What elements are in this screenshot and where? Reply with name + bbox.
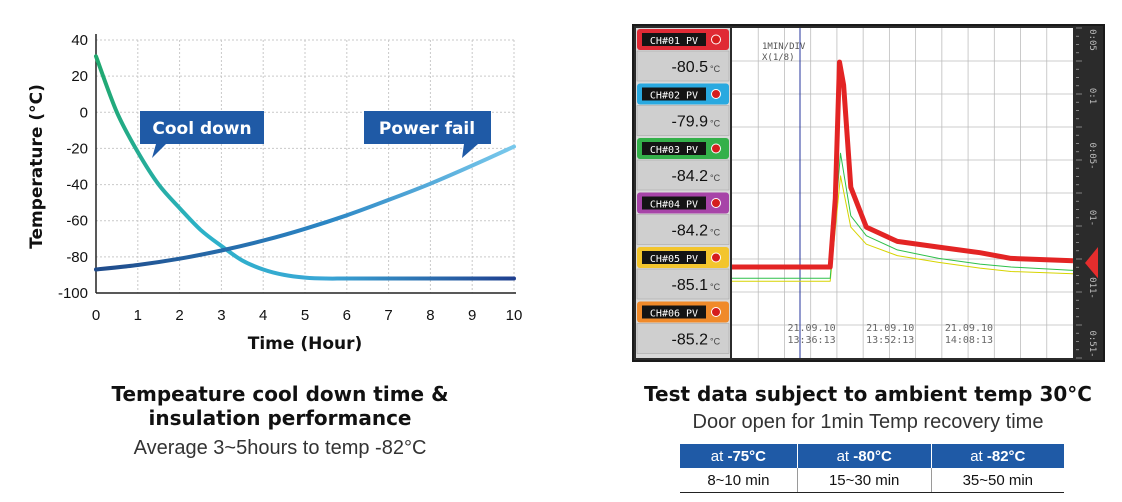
- current-value-marker: [1085, 247, 1098, 279]
- recovery-time-table: at -75°C at -80°C at -82°C 8~10 min 15~3…: [680, 444, 1064, 493]
- channel-value: -85.2: [672, 332, 709, 349]
- channel-label: CH#06 PV: [650, 309, 698, 320]
- callout-cool-down-bubble: [140, 111, 264, 158]
- channel-label: CH#04 PV: [650, 200, 698, 211]
- series-cool-down-line: [94, 54, 516, 281]
- left-caption-subtitle: Average 3~5hours to temp -82°C: [133, 437, 427, 459]
- channel-value: -80.5: [672, 59, 709, 76]
- channel-value-box: [636, 159, 730, 191]
- channel-label: CH#01 PV: [650, 36, 698, 47]
- y-tick-label: -20: [66, 140, 88, 157]
- channel-status-icon: [711, 307, 721, 317]
- channel-status-icon: [711, 143, 721, 154]
- channel-unit: °C: [710, 337, 721, 347]
- channel-value-box: [636, 105, 730, 136]
- cool-down-chart: 0 1 2 3 4 5 6 7 8 9 10 40 20 0 -20 -40 -60 -80 -100 Time (H…: [27, 32, 523, 354]
- right-scale-label: 0:05: [1087, 29, 1097, 51]
- channel-unit: °C: [710, 119, 721, 129]
- x-tick-label: 8: [426, 307, 434, 324]
- channel-label-box: [642, 305, 706, 319]
- right-scale-label: 0:05-: [1087, 142, 1097, 169]
- series-power-fail-line: [94, 144, 516, 272]
- y-tick-label: -40: [66, 177, 88, 194]
- y-tick-label: -80: [66, 249, 88, 266]
- channel-label-box: [642, 251, 706, 264]
- time-tick-date: 21.09.10: [866, 323, 914, 334]
- channel-label-box: [642, 33, 706, 46]
- table-header-80: at -80°C: [797, 444, 932, 468]
- y-tick-label: 40: [71, 32, 88, 49]
- channel-status-icon: [711, 34, 721, 45]
- x-tick-label: 2: [175, 307, 183, 324]
- channel-label-box: [642, 142, 706, 155]
- y-tick-label: 0: [80, 104, 88, 121]
- table-header-82: at -82°C: [931, 444, 1064, 468]
- channel-status-icon: [711, 89, 721, 99]
- channel-label: CH#03 PV: [650, 145, 698, 156]
- time-tick-date: 21.09.10: [787, 323, 835, 334]
- channel-value-box: [636, 323, 730, 354]
- right-scale-label: 011-: [1087, 277, 1097, 299]
- callout-power-fail-bubble: [364, 111, 491, 158]
- x-tick-label: 6: [343, 307, 351, 324]
- y-tick-label: -60: [66, 213, 88, 230]
- channel-value: -84.2: [672, 223, 709, 240]
- y-tick-label: 20: [71, 68, 88, 85]
- table-cell-80: 15~30 min: [797, 468, 932, 493]
- channel-label: CH#05 PV: [650, 254, 698, 265]
- x-tick-label: 5: [301, 307, 309, 324]
- time-tick-time: 13:36:13: [787, 335, 835, 346]
- right-scale-label: 0:1: [1087, 88, 1097, 104]
- right-caption-subtitle: Door open for 1min Temp recovery time: [692, 411, 1044, 433]
- x-tick-label: 10: [506, 307, 523, 324]
- time-tick-time: 13:52:13: [866, 335, 914, 346]
- channel-value-box: [636, 214, 730, 245]
- recorder-chart: CH#01 PV-80.5 °CCH#02 PV-79.9 °CCH#03 PV-8…: [634, 26, 1103, 360]
- time-tick-time: 14:08:13: [945, 335, 993, 346]
- table-cell-75: 8~10 min: [680, 468, 798, 493]
- y-axis-title: Temperature (°C): [27, 84, 47, 249]
- y-tick-label: -100: [58, 285, 88, 302]
- x-tick-label: 9: [468, 307, 476, 324]
- x-tick-label: 7: [384, 307, 392, 324]
- x-axis-title: Time (Hour): [248, 334, 363, 354]
- channel-value: -79.9: [672, 114, 709, 131]
- channel-value: -85.1: [672, 277, 709, 294]
- channel-unit: °C: [710, 228, 721, 238]
- time-tick-date: 21.09.10: [945, 323, 993, 334]
- left-caption-title-line1: Tempeature cool down time &: [111, 382, 449, 406]
- callout-power-fail-label: Power fail: [379, 119, 475, 139]
- channel-value: -84.2: [672, 168, 709, 185]
- table-row: 8~10 min 15~30 min 35~50 min: [680, 468, 1064, 493]
- table-cell-82: 35~50 min: [931, 468, 1064, 493]
- left-caption-title-line2: insulation performance: [148, 406, 412, 430]
- channel-unit: °C: [710, 173, 721, 183]
- channel-unit: °C: [710, 282, 721, 292]
- channel-status-icon: [711, 252, 721, 263]
- x-tick-label: 0: [92, 307, 100, 324]
- callout-cool-down-label: Cool down: [152, 119, 251, 139]
- x-tick-label: 4: [259, 307, 267, 324]
- channel-status-icon: [711, 198, 721, 208]
- scale-label: 1MIN/DIV: [762, 42, 806, 52]
- channel-label-box: [642, 196, 706, 210]
- left-caption: Tempeature cool down time & insulation p…: [60, 382, 500, 460]
- right-caption-title: Test data subject to ambient temp 30°C: [644, 382, 1092, 406]
- right-scale-label: 01-: [1087, 210, 1097, 226]
- channel-label: CH#02 PV: [650, 91, 698, 102]
- channel-unit: °C: [710, 64, 721, 74]
- recorder-screenshot: CH#01 PV -80.5 °C CH#02 PV -79.9 °C CH#03 PV -8…: [632, 24, 1105, 362]
- scale-sublabel: X(1/8): [762, 53, 795, 63]
- x-tick-label: 1: [134, 307, 142, 324]
- channel-value-box: [636, 50, 730, 82]
- table-header-75: at -75°C: [680, 444, 798, 468]
- series-ch01-line: [732, 59, 1074, 270]
- right-scale-label: 0:51-: [1087, 330, 1097, 357]
- channel-value-box: [636, 268, 730, 300]
- x-tick-label: 3: [217, 307, 225, 324]
- channel-label-box: [642, 87, 706, 101]
- right-caption: Test data subject to ambient temp 30°C D…: [628, 382, 1108, 434]
